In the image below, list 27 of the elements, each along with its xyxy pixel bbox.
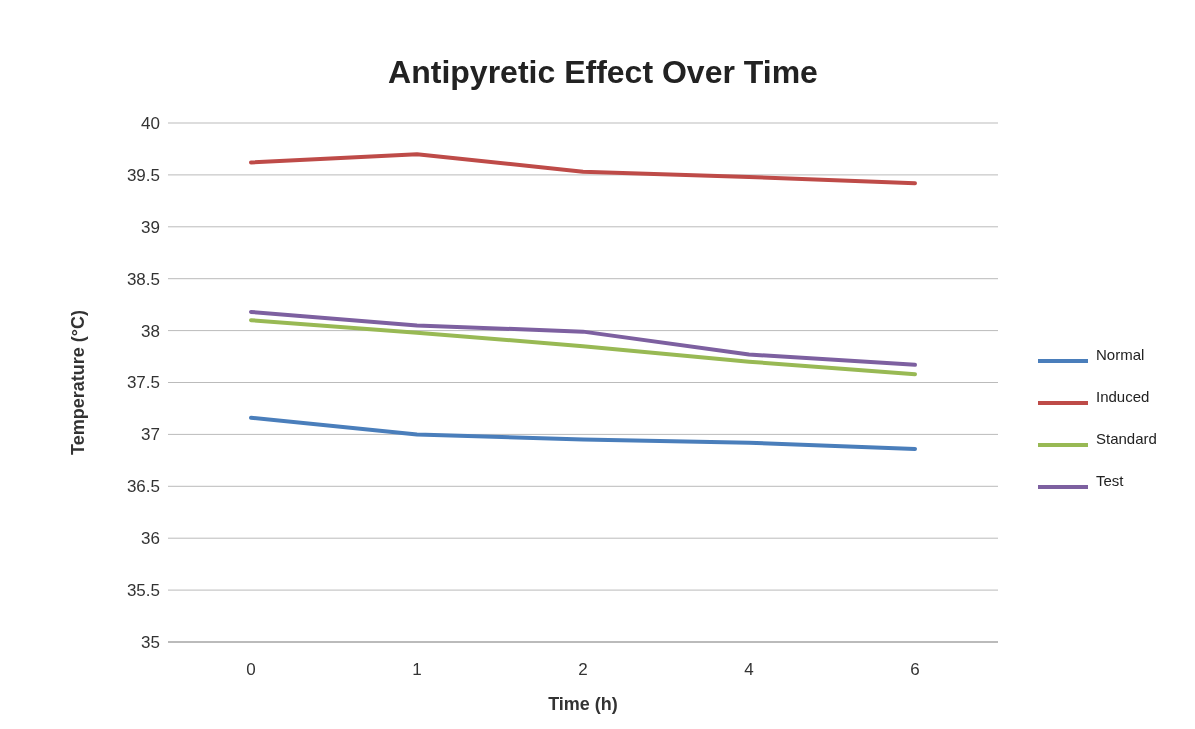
y-tick-label: 38.5 <box>126 269 160 289</box>
y-tick-label: 40 <box>141 113 160 133</box>
line-series <box>249 415 917 451</box>
y-tick-label: 37 <box>141 425 160 445</box>
legend-label: Test <box>1096 472 1125 490</box>
x-tick-label: 0 <box>246 660 256 679</box>
legend-label: Induced <box>1096 388 1150 406</box>
y-tick-label: 37.5 <box>126 373 160 393</box>
x-tick-label: 4 <box>744 660 754 679</box>
line-series <box>249 318 917 377</box>
line-series <box>249 152 917 186</box>
chart-title: Antipyretic Effect Over Time <box>388 54 818 90</box>
x-tick-label: 2 <box>578 660 588 679</box>
legend-label: Standard <box>1096 430 1157 448</box>
legend-label: Normal <box>1096 346 1145 364</box>
y-tick-label: 36.5 <box>126 477 160 497</box>
y-tick-label: 35.5 <box>126 581 160 601</box>
y-axis-title: Temperature (°C) <box>68 310 88 455</box>
y-tick-label: 39 <box>141 217 160 237</box>
y-tick-label: 39.5 <box>126 165 160 185</box>
x-tick-label: 1 <box>412 660 422 679</box>
line-series <box>249 309 917 367</box>
y-tick-label: 38 <box>141 321 160 341</box>
x-axis-title: Time (h) <box>548 694 618 714</box>
y-tick-label: 36 <box>141 529 160 549</box>
y-tick-label: 35 <box>141 632 160 652</box>
x-tick-label: 6 <box>910 660 920 679</box>
